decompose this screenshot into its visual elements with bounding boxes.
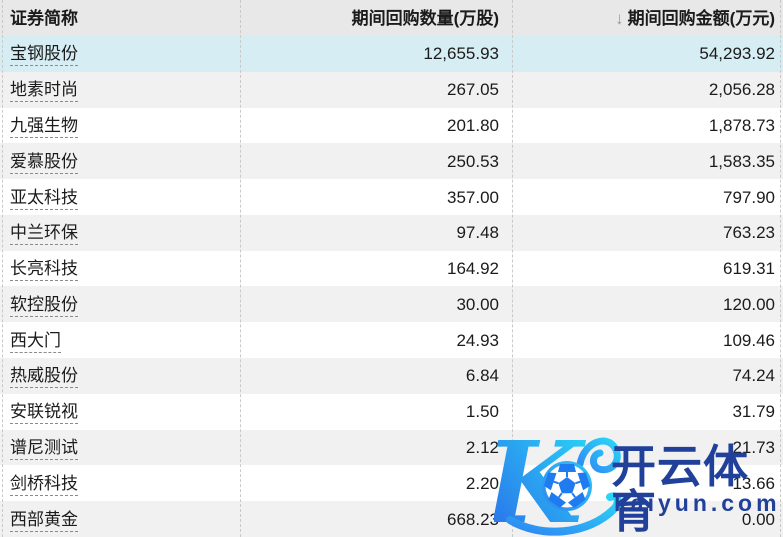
repurchase-qty-value: 250.53: [447, 151, 499, 171]
repurchase-amt-value: 2,056.28: [708, 80, 775, 100]
security-name-link[interactable]: 安联锐视: [10, 402, 78, 425]
table-row[interactable]: 长亮科技 164.92 619.31: [0, 250, 783, 287]
table-row[interactable]: 爱慕股份 250.53 1,583.35: [0, 143, 783, 180]
col-header-repurchase-amt-label: 期间回购金额(万元): [627, 8, 775, 28]
repurchase-amt-value: 120.00: [723, 294, 775, 314]
security-name-cell: 安联锐视: [0, 402, 240, 425]
kaiyun-brand-text: 开云体育: [611, 441, 750, 537]
security-name-cell: 爱慕股份: [0, 151, 240, 174]
table-row[interactable]: 西大门 24.93 109.46: [0, 322, 783, 359]
security-name-cell: 西大门: [0, 330, 240, 353]
repurchase-amt-value: 54,293.92: [699, 44, 775, 64]
security-name-link[interactable]: 热威股份: [10, 366, 78, 389]
security-name-link[interactable]: 中兰环保: [10, 223, 78, 246]
repurchase-qty-value: 201.80: [447, 115, 499, 135]
repurchase-amt-value: 1,878.73: [708, 115, 775, 135]
table-row[interactable]: 中兰环保 97.48 763.23: [0, 214, 783, 251]
repurchase-amt-value: 1,583.35: [708, 151, 775, 171]
repurchase-qty-value: 357.00: [447, 187, 499, 207]
security-name-cell: 软控股份: [0, 294, 240, 317]
security-name-link[interactable]: 亚太科技: [10, 187, 78, 210]
kaiyun-logo-icon: K: [494, 422, 622, 536]
table-header: 证券简称 期间回购数量(万股) ↓ 期间回购金额(万元): [0, 0, 783, 36]
security-name-link[interactable]: 九强生物: [10, 115, 78, 138]
security-name-cell: 亚太科技: [0, 187, 240, 210]
kaiyun-domain-text: kaiyun.com: [614, 490, 781, 516]
table-row[interactable]: 九强生物 201.80 1,878.73: [0, 107, 783, 144]
table-body: 宝钢股份 12,655.93 54,293.92 地素时尚 267.05 2,0…: [0, 36, 783, 537]
repurchase-qty-value: 1.50: [465, 402, 499, 422]
repurchase-amt-value: 0.00: [741, 509, 775, 529]
col-header-security-name[interactable]: 证券简称: [10, 8, 78, 28]
table-row[interactable]: 西部黄金 668.23 0.00: [0, 501, 783, 537]
col-header-repurchase-amt[interactable]: ↓ 期间回购金额(万元): [512, 10, 783, 27]
table-row[interactable]: 热威股份 6.84 74.24: [0, 358, 783, 394]
security-name-link[interactable]: 地素时尚: [10, 80, 78, 103]
repurchase-qty-value: 6.84: [465, 366, 499, 386]
repurchase-amt-value: 619.31: [723, 259, 775, 279]
table-row[interactable]: 地素时尚 267.05 2,056.28: [0, 71, 783, 108]
security-name-link[interactable]: 软控股份: [10, 294, 78, 317]
table-row[interactable]: 软控股份 30.00 120.00: [0, 286, 783, 323]
security-name-cell: 九强生物: [0, 115, 240, 138]
kaiyun-watermark[interactable]: K: [494, 416, 783, 537]
repurchase-amt-value: 763.23: [723, 223, 775, 243]
repurchase-amt-value: 13.66: [732, 473, 775, 493]
security-name-cell: 热威股份: [0, 366, 240, 389]
security-name-cell: 谱尼测试: [0, 437, 240, 460]
security-name-link[interactable]: 长亮科技: [10, 259, 78, 282]
repurchase-qty-value: 24.93: [456, 330, 499, 350]
security-name-cell: 中兰环保: [0, 223, 240, 246]
security-name-link[interactable]: 宝钢股份: [10, 44, 78, 67]
repurchase-amt-value: 797.90: [723, 187, 775, 207]
security-name-cell: 剑桥科技: [0, 473, 240, 496]
repurchase-qty-value: 164.92: [447, 259, 499, 279]
table-row[interactable]: 剑桥科技 2.20 13.66: [0, 465, 783, 502]
table-row[interactable]: 安联锐视 1.50 31.79: [0, 393, 783, 430]
security-name-link[interactable]: 西大门: [10, 330, 61, 353]
repurchase-amt-value: 109.46: [723, 330, 775, 350]
security-name-cell: 西部黄金: [0, 509, 240, 532]
security-name-cell: 地素时尚: [0, 80, 240, 103]
security-name-link[interactable]: 西部黄金: [10, 509, 78, 532]
repurchase-qty-value: 30.00: [456, 294, 499, 314]
security-name-link[interactable]: 爱慕股份: [10, 151, 78, 174]
table-row[interactable]: 谱尼测试 2.12 21.73: [0, 429, 783, 466]
repurchase-amt-value: 21.73: [732, 437, 775, 457]
table-row[interactable]: 宝钢股份 12,655.93 54,293.92: [0, 36, 783, 72]
repurchase-qty-value: 12,655.93: [423, 44, 499, 64]
repurchase-amt-value: 74.24: [732, 366, 775, 386]
repurchase-amt-value: 31.79: [732, 402, 775, 422]
repurchase-qty-value: 2.12: [465, 437, 499, 457]
repurchase-qty-value: 2.20: [465, 473, 499, 493]
security-name-link[interactable]: 谱尼测试: [10, 437, 78, 460]
repurchase-qty-value: 267.05: [447, 80, 499, 100]
repurchase-qty-value: 668.23: [447, 509, 499, 529]
repurchase-qty-value: 97.48: [456, 223, 499, 243]
sort-desc-icon: ↓: [615, 8, 624, 28]
security-name-cell: 宝钢股份: [0, 44, 240, 67]
table-row[interactable]: 亚太科技 357.00 797.90: [0, 179, 783, 215]
col-header-repurchase-qty[interactable]: 期间回购数量(万股): [351, 8, 499, 28]
security-name-cell: 长亮科技: [0, 259, 240, 282]
security-name-link[interactable]: 剑桥科技: [10, 473, 78, 496]
